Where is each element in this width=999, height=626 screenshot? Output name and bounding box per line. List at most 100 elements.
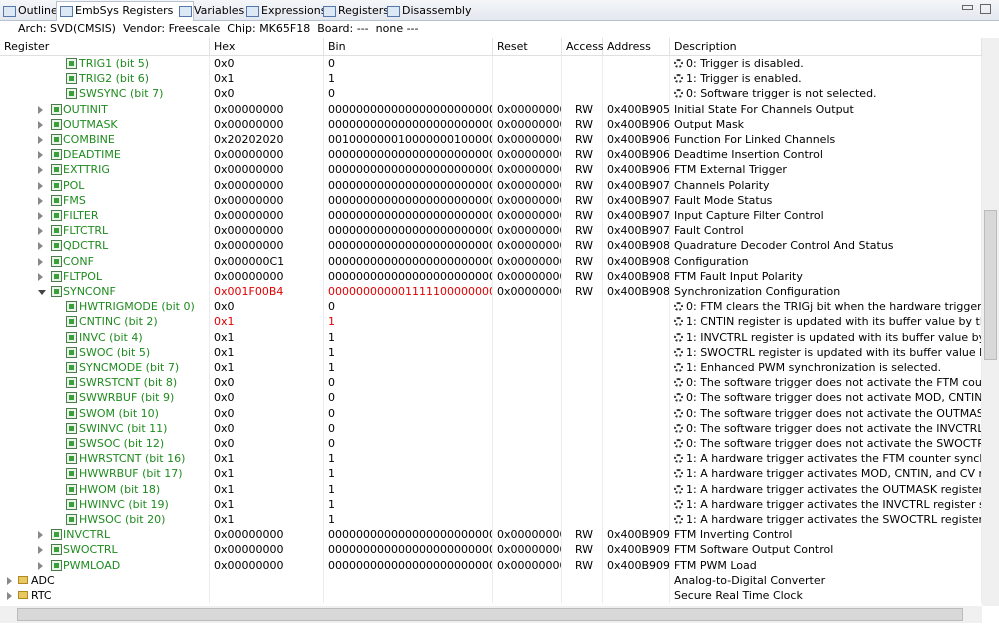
tab[interactable]: Outline bbox=[0, 2, 62, 19]
tree-row[interactable]: SWSYNC (bit 7) 0x0 0 0: Software trigger is… bbox=[0, 86, 982, 102]
tree-row[interactable]: INVC (bit 4) 0x1 1 1: INVCTRL register is u… bbox=[0, 329, 982, 345]
minimize-button[interactable] bbox=[962, 5, 973, 10]
tree-row[interactable]: FILTER 0x00000000 000000000000000000000000… bbox=[0, 208, 982, 224]
desc-cell: Output Mask bbox=[670, 116, 982, 132]
tree-row[interactable]: SWOCTRL 0x00000000 00000000000000000000000… bbox=[0, 542, 982, 558]
desc: Output Mask bbox=[674, 117, 745, 131]
tree-row[interactable]: HWWRBUF (bit 17) 0x1 1 1: A hardware trigge… bbox=[0, 466, 982, 482]
expand-toggle[interactable] bbox=[38, 136, 43, 144]
expand-toggle[interactable] bbox=[7, 576, 12, 585]
expand-toggle[interactable] bbox=[38, 531, 43, 540]
reset-cell bbox=[493, 390, 562, 406]
expand-toggle[interactable] bbox=[38, 546, 43, 555]
tree-row[interactable]: OUTINIT 0x00000000 00000000000000000000000… bbox=[0, 101, 982, 117]
tree-row[interactable]: SWOM (bit 10) 0x0 0 0: The software trigger… bbox=[0, 405, 982, 421]
bin-cell: 1 bbox=[324, 512, 493, 528]
column-title[interactable]: Access bbox=[562, 38, 604, 55]
tree-row[interactable]: SWWRBUF (bit 9) 0x0 0 0: The software trigg… bbox=[0, 390, 982, 406]
tree-row[interactable]: FLTPOL 0x00000000 000000000000000000000000… bbox=[0, 268, 982, 284]
tree-row[interactable]: SWINVC (bit 11) 0x0 0 0: The software trigg… bbox=[0, 420, 982, 436]
expand-toggle[interactable] bbox=[38, 272, 43, 281]
expand-toggle[interactable] bbox=[38, 242, 43, 251]
register-icon bbox=[51, 240, 62, 252]
desc: FTM Fault Input Polarity bbox=[674, 269, 803, 283]
reset: 0x00000000 bbox=[497, 254, 562, 268]
tree-row[interactable]: HWTRIGMODE (bit 0) 0x0 0 0: FTM clears the … bbox=[0, 299, 982, 315]
expand-toggle[interactable] bbox=[38, 105, 43, 114]
expand-toggle[interactable] bbox=[38, 120, 43, 129]
desc: FTM PWM Load bbox=[674, 558, 757, 572]
column-title[interactable]: Register bbox=[0, 38, 210, 55]
tree-row[interactable]: HWSOC (bit 20) 0x1 1 1: A hardware trigger … bbox=[0, 512, 982, 528]
register-name: FLTPOL bbox=[63, 269, 103, 283]
tab[interactable]: Expressions bbox=[243, 2, 330, 19]
reset: 0x00000000 bbox=[497, 543, 562, 557]
expand-toggle[interactable] bbox=[38, 166, 43, 175]
tree-row[interactable]: SWSOC (bit 12) 0x0 0 0: The software trigge… bbox=[0, 436, 982, 452]
address: 0x400B9090 bbox=[607, 528, 670, 542]
tree-row[interactable]: QDCTRL 0x00000000 000000000000000000000000… bbox=[0, 238, 982, 254]
tab[interactable]: Disassembly bbox=[384, 2, 476, 19]
tree-row[interactable]: HWINVC (bit 19) 0x1 1 1: A hardware trigger… bbox=[0, 496, 982, 512]
column-title[interactable]: Bin bbox=[324, 38, 493, 55]
tree-row[interactable]: OUTMASK 0x00000000 00000000000000000000000… bbox=[0, 116, 982, 132]
tree-row[interactable]: RTC Secure Real Time Clock bbox=[0, 588, 982, 604]
column-title[interactable]: Description bbox=[670, 38, 982, 55]
tree-row[interactable]: TRIG2 (bit 6) 0x1 1 1: Trigger is enabled. bbox=[0, 71, 982, 87]
tree-row[interactable]: TRIG1 (bit 5) 0x0 0 0: Trigger is disabled. bbox=[0, 56, 982, 72]
expand-toggle[interactable] bbox=[38, 257, 43, 266]
tree-row[interactable]: EXTTRIG 0x00000000 00000000000000000000000… bbox=[0, 162, 982, 178]
tree-row[interactable]: SWRSTCNT (bit 8) 0x0 0 0: The software trig… bbox=[0, 375, 982, 391]
hex: 0x00000000 bbox=[214, 528, 284, 542]
expand-toggle[interactable] bbox=[38, 196, 43, 205]
expand-toggle[interactable] bbox=[38, 290, 46, 295]
desc-cell: 1: A hardware trigger activates the OUTM… bbox=[670, 481, 982, 497]
tree-row[interactable]: FLTCTRL 0x00000000 00000000000000000000000… bbox=[0, 223, 982, 239]
reset: 0x00000000 bbox=[497, 102, 562, 116]
tree-row[interactable]: PWMLOAD 0x00000000 00000000000000000000000… bbox=[0, 557, 982, 573]
column-title[interactable]: Reset bbox=[493, 38, 562, 55]
address-cell bbox=[603, 71, 670, 87]
expand-toggle[interactable] bbox=[38, 181, 43, 190]
tab[interactable]: EmbSys Registers bbox=[56, 1, 195, 21]
desc: Secure Real Time Clock bbox=[674, 589, 803, 602]
tree-row[interactable]: CONF 0x000000C1 00000000000000000000000011… bbox=[0, 253, 982, 269]
expand-toggle[interactable] bbox=[7, 592, 12, 600]
register-cell: FILTER bbox=[0, 208, 210, 224]
tree-row[interactable]: INVCTRL 0x00000000 00000000000000000000000… bbox=[0, 527, 982, 543]
tree-row[interactable]: HWOM (bit 18) 0x1 1 1: A hardware trigger a… bbox=[0, 481, 982, 497]
desc-cell: 1: CNTIN register is updated with its bu… bbox=[670, 314, 982, 330]
column-title[interactable]: Hex bbox=[210, 38, 324, 55]
expand-toggle[interactable] bbox=[38, 227, 43, 236]
tree-row[interactable]: SWOC (bit 5) 0x1 1 1: SWOCTRL register is u… bbox=[0, 344, 982, 360]
tab[interactable]: Variables bbox=[176, 2, 248, 19]
tab-icon bbox=[387, 6, 400, 17]
vertical-scrollbar[interactable] bbox=[982, 38, 999, 606]
tree-row[interactable]: SYNCMODE (bit 7) 0x1 1 1: Enhanced PWM sync… bbox=[0, 360, 982, 376]
scroll-thumb[interactable] bbox=[984, 210, 997, 360]
bin-cell bbox=[324, 572, 493, 588]
bin: 1 bbox=[328, 513, 335, 526]
expand-toggle[interactable] bbox=[38, 561, 43, 570]
hex-cell: 0x00000000 bbox=[210, 208, 324, 224]
tree-row[interactable]: HWRSTCNT (bit 16) 0x1 1 1: A hardware trigg… bbox=[0, 451, 982, 467]
address-cell bbox=[603, 360, 670, 376]
tree-row[interactable]: SYNCONF 0x001F00B4 00000000000111110000000… bbox=[0, 284, 982, 300]
scroll-thumb[interactable] bbox=[17, 608, 963, 621]
tree-row[interactable]: ADC Analog-to-Digital Converter bbox=[0, 572, 982, 588]
tree-row[interactable]: FMS 0x00000000 000000000000000000000000000… bbox=[0, 192, 982, 208]
expand-toggle[interactable] bbox=[38, 212, 43, 220]
tab[interactable]: Registers bbox=[320, 2, 393, 19]
tree-row[interactable]: DEADTIME 0x00000000 0000000000000000000000… bbox=[0, 147, 982, 163]
column-title[interactable]: Address bbox=[603, 38, 670, 55]
tree-row[interactable]: CNTINC (bit 2) 0x1 1 1: CNTIN register is u… bbox=[0, 314, 982, 330]
enum-icon bbox=[674, 469, 683, 479]
expand-toggle[interactable] bbox=[38, 151, 43, 160]
horizontal-scrollbar[interactable] bbox=[0, 606, 982, 623]
maximize-button[interactable] bbox=[980, 4, 991, 14]
tree-row[interactable]: POL 0x00000000 000000000000000000000000000… bbox=[0, 177, 982, 193]
tree-row[interactable]: COMBINE 0x20202020 00100000001000000010000… bbox=[0, 132, 982, 148]
